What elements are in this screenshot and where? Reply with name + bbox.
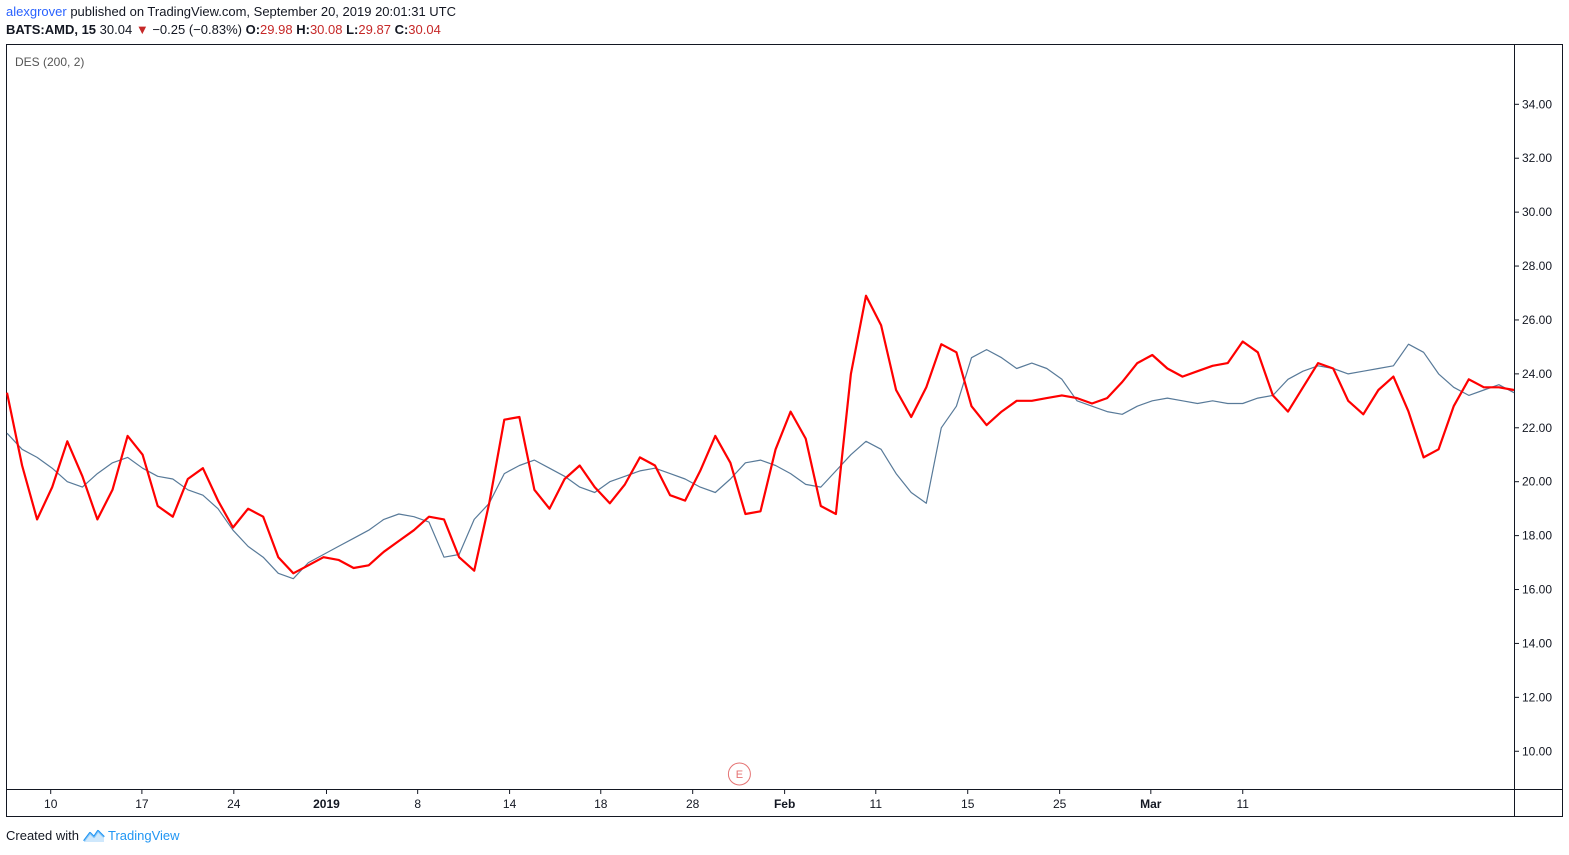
y-tick-label: 18.00 — [1522, 529, 1552, 543]
publish-text: published on TradingView.com, September … — [70, 4, 456, 19]
time-axis[interactable]: 10 17 24 2019 8 14 18 28 Feb 11 15 25 Mar 11 — [44, 789, 1249, 811]
x-tick-label: 8 — [414, 797, 421, 811]
y-tick-label: 12.00 — [1522, 690, 1552, 704]
price-series-line — [6, 343, 1515, 580]
down-arrow-icon: ▼ — [135, 22, 149, 37]
y-tick-label: 24.00 — [1522, 367, 1552, 381]
publish-info: alexgrover published on TradingView.com,… — [6, 4, 456, 19]
x-tick-label: 11 — [1237, 797, 1250, 811]
y-tick-label: 20.00 — [1522, 475, 1552, 489]
high-label: H: — [296, 22, 310, 37]
x-tick-label: 10 — [44, 797, 58, 811]
y-tick-label: 32.00 — [1522, 151, 1552, 165]
x-tick-label: 17 — [135, 797, 149, 811]
chart-frame — [6, 44, 1563, 817]
x-tick-label: Mar — [1140, 797, 1162, 811]
y-tick-label: 26.00 — [1522, 313, 1552, 327]
plot-area — [5, 294, 1515, 580]
low-label: L: — [346, 22, 359, 37]
symbol-info-bar: BATS:AMD, 15 30.04 ▼ −0.25 (−0.83%) O:29… — [6, 22, 441, 37]
low-value: 29.87 — [358, 22, 391, 37]
des-indicator-line — [5, 294, 1515, 575]
y-tick-label: 30.00 — [1522, 205, 1552, 219]
close-value: 30.04 — [408, 22, 441, 37]
x-tick-label: 24 — [227, 797, 241, 811]
x-tick-label: 28 — [686, 797, 700, 811]
created-with-text: Created with — [6, 828, 79, 843]
y-tick-label: 34.00 — [1522, 97, 1552, 111]
x-tick-label: 18 — [594, 797, 608, 811]
high-value: 30.08 — [309, 22, 343, 37]
symbol-label: BATS:AMD, 15 — [6, 22, 97, 37]
last-price: 30.04 — [99, 22, 133, 37]
price-change: −0.25 (−0.83%) — [152, 22, 242, 37]
y-tick-label: 14.00 — [1522, 636, 1552, 650]
tradingview-brand[interactable]: TradingView — [107, 828, 180, 843]
x-tick-label: 14 — [503, 797, 517, 811]
y-tick-label: 16.00 — [1522, 583, 1552, 597]
author-link[interactable]: alexgrover — [6, 4, 67, 19]
price-axis[interactable]: 10.00 12.00 14.00 16.00 18.00 20.00 22.00 24.00… — [1514, 97, 1552, 758]
y-tick-label: 10.00 — [1522, 744, 1552, 758]
open-value: 29.98 — [260, 22, 293, 37]
open-label: O: — [245, 22, 261, 37]
x-tick-label: 2019 — [313, 797, 340, 811]
tradingview-logo-icon — [83, 829, 105, 842]
y-tick-label: 22.00 — [1522, 421, 1552, 435]
close-label: C: — [394, 22, 409, 37]
earnings-label: E — [736, 769, 743, 781]
x-tick-label: 15 — [961, 797, 975, 811]
x-tick-label: 11 — [870, 797, 883, 811]
earnings-marker[interactable]: E — [727, 762, 751, 786]
earnings-circle[interactable] — [727, 762, 751, 786]
y-tick-label: 28.00 — [1522, 259, 1552, 273]
x-tick-label: Feb — [774, 797, 795, 811]
footer: Created with TradingView — [6, 828, 180, 843]
x-tick-label: 25 — [1053, 797, 1067, 811]
indicator-label: DES (200, 2) — [15, 55, 84, 69]
